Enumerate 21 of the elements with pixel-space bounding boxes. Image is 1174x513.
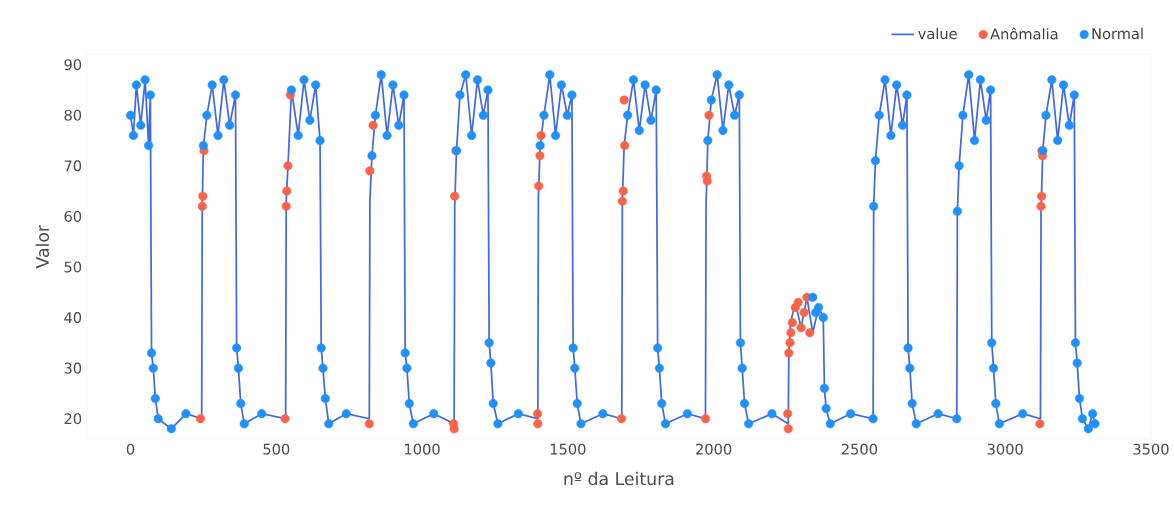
y-tick-label: 30	[64, 362, 82, 374]
y-tick-label: 20	[64, 413, 82, 425]
y-tick-label: 70	[64, 160, 82, 172]
x-tick-label: 2500	[841, 443, 878, 455]
x-tick-label: 500	[263, 443, 290, 455]
x-tick-label: 2000	[696, 443, 732, 455]
y-tick-label: 90	[64, 59, 82, 71]
x-tick-label: 0	[126, 443, 135, 455]
legend-label: value	[918, 27, 957, 40]
x-tick-label: 1500	[550, 443, 586, 455]
legend-label: Normal	[1092, 27, 1143, 40]
x-tick-label: 1000	[405, 443, 440, 455]
x-tick-label: 3500	[1133, 443, 1169, 455]
y-tick-label: 60	[64, 210, 82, 223]
legend-label: Anômalia	[990, 27, 1058, 40]
x-axis-title: nº da Leitura	[564, 471, 674, 486]
y-axis-title: Valor	[35, 225, 50, 269]
y-tick-label: 50	[64, 261, 82, 273]
x-tick-label: 3000	[987, 443, 1023, 455]
y-tick-label: 40	[64, 312, 82, 324]
y-tick-label: 80	[64, 109, 82, 121]
